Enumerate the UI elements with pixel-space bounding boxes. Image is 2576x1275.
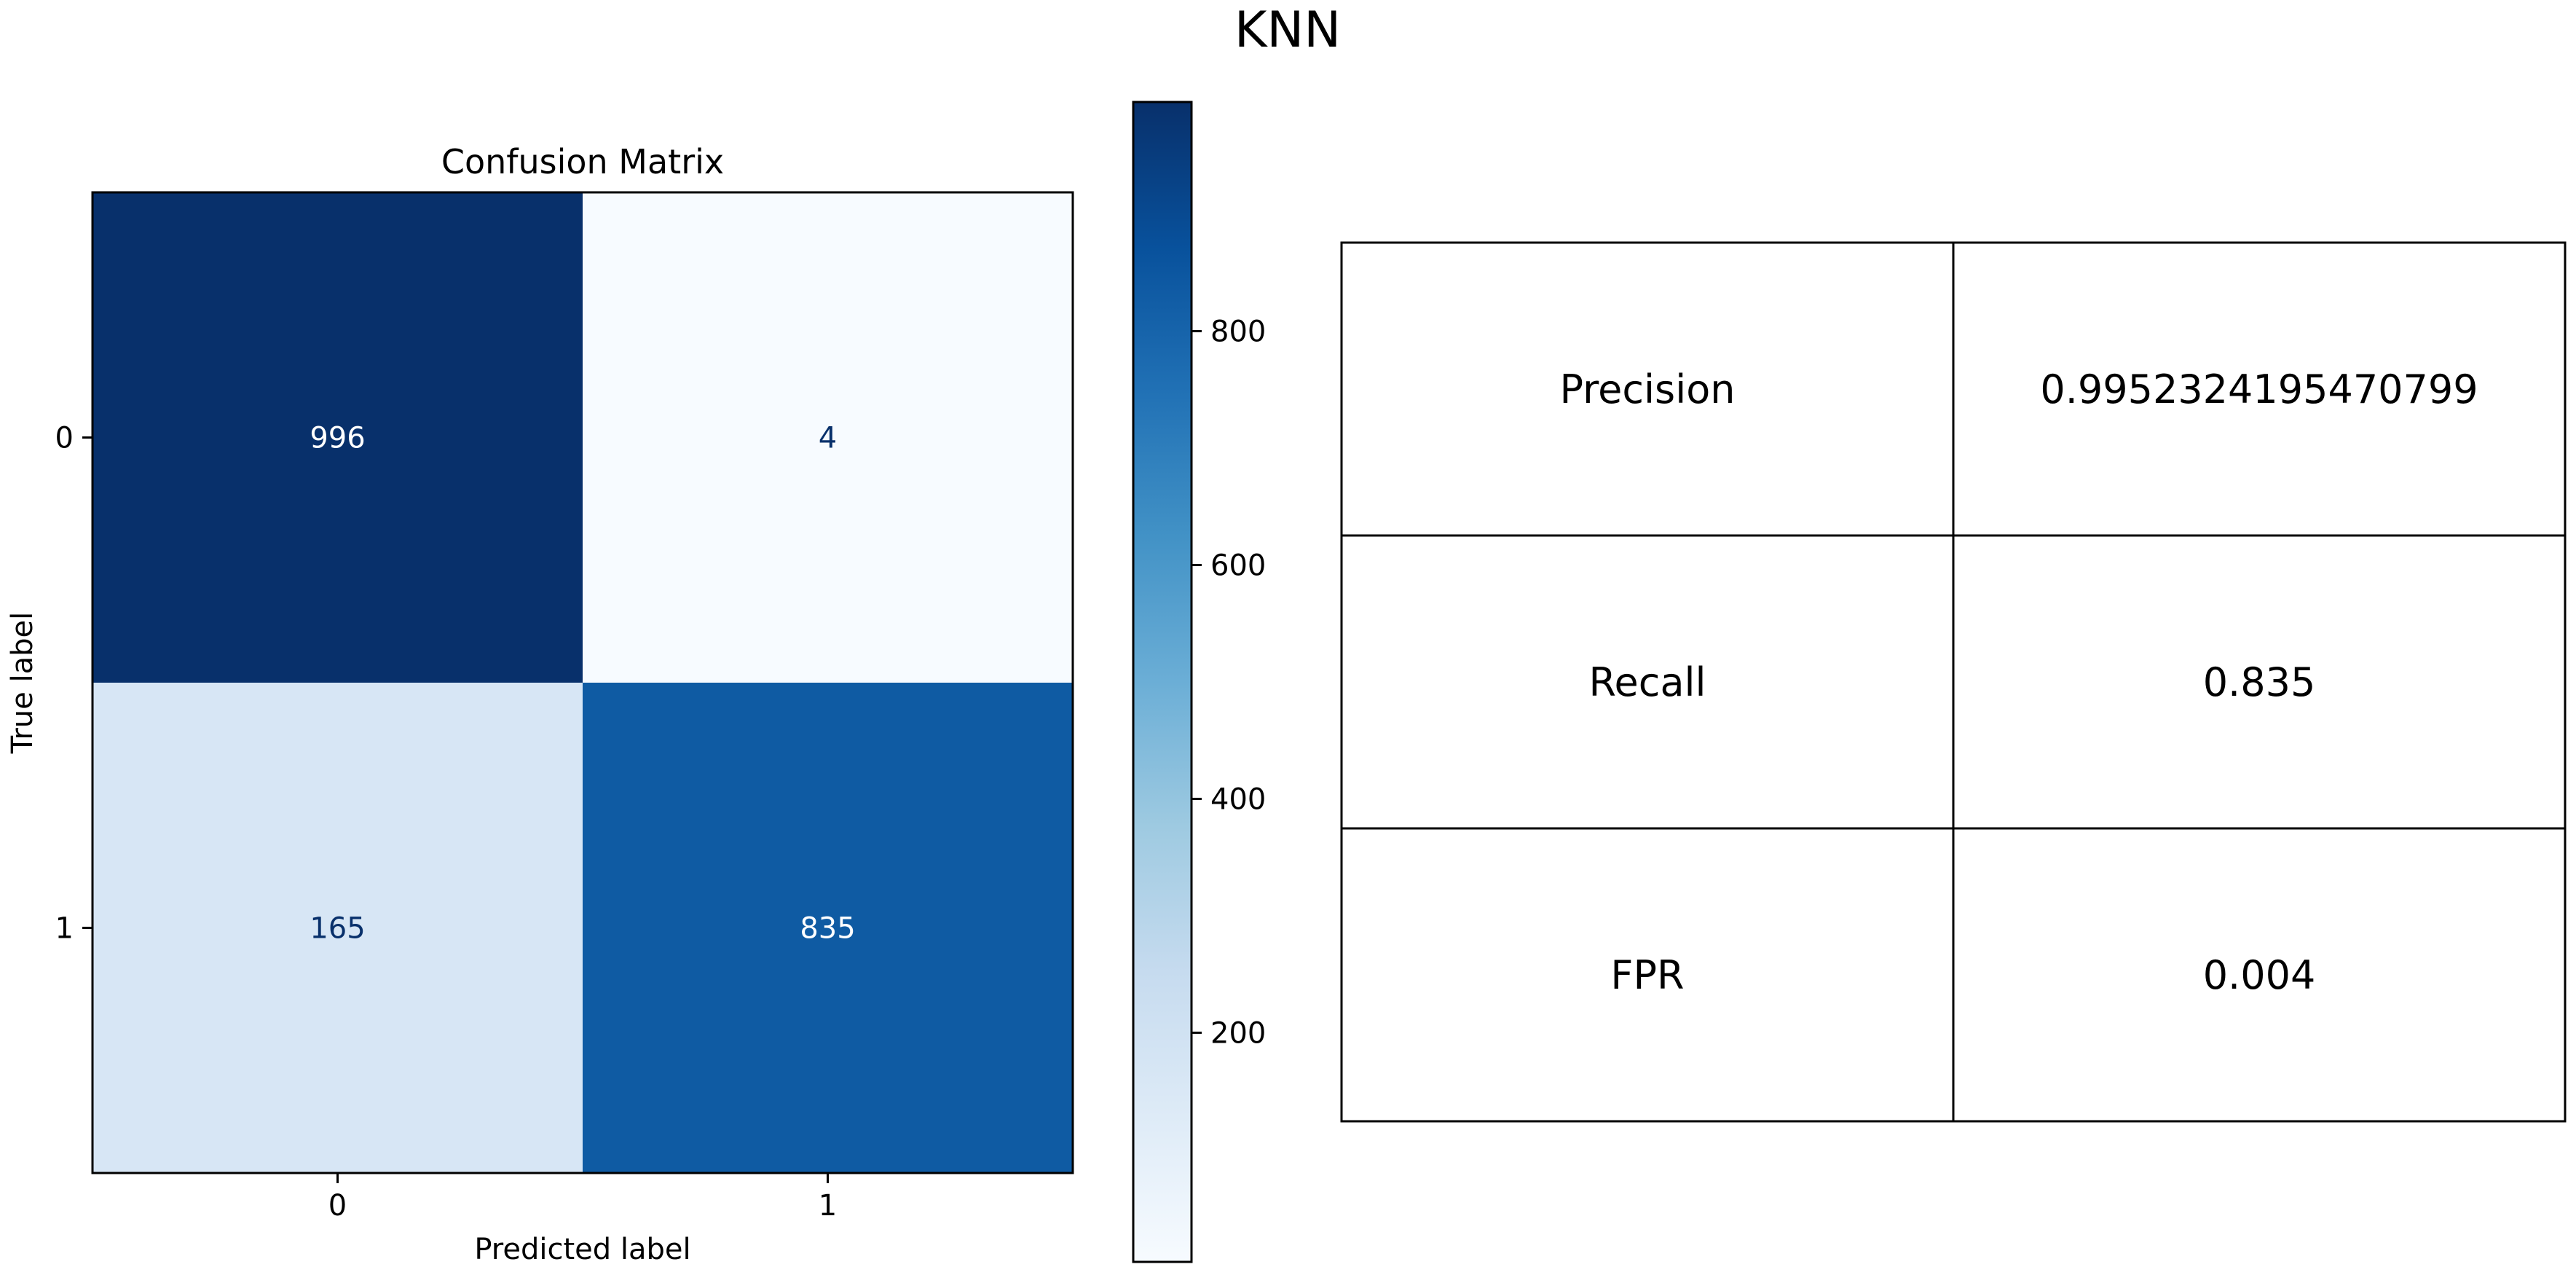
table-metric-name: Recall [1588, 659, 1706, 705]
heatmap-cells [92, 192, 1073, 1173]
table-metric-value: 0.9952324195470799 [2040, 366, 2478, 412]
colorbar-gradient [1133, 102, 1192, 1262]
table-cell [1952, 534, 2567, 830]
table-metric-name: FPR [1610, 952, 1684, 998]
figure-title: KNN [1234, 1, 1341, 59]
table-cell [1952, 241, 2567, 537]
y-axis-label: True label [6, 612, 39, 754]
heatmap-cell [92, 192, 583, 683]
y-tick-label: 0 [55, 422, 74, 455]
table-metric-value: 0.835 [2203, 659, 2316, 705]
colorbar-frame [1132, 101, 1193, 1263]
heatmap-cell-value: 4 [819, 422, 837, 455]
heatmap-cell [583, 683, 1073, 1173]
heatmap-cell [583, 192, 1073, 683]
heatmap-cell [92, 683, 583, 1173]
heatmap-frame [91, 191, 1074, 1174]
x-tick-label: 1 [819, 1189, 837, 1223]
table-cell [1340, 534, 1955, 830]
table-cell [1952, 827, 2567, 1123]
table-cell [1340, 827, 1955, 1123]
colorbar: 200 400 600 800 [1132, 101, 1266, 1263]
x-tick-label: 0 [328, 1189, 347, 1223]
y-axis-ticks: 01 [55, 422, 92, 946]
colorbar-tick-label: 400 [1210, 782, 1266, 816]
x-axis-label: Predicted label [474, 1233, 690, 1266]
table-metric-value: 0.004 [2203, 952, 2316, 998]
metrics-table: Precision 0.9952324195470799 Recall 0.835 FP… [1340, 241, 2567, 1123]
y-tick-label: 1 [55, 912, 74, 946]
heatmap-cell-labels: 996 4 165 835 [310, 422, 855, 946]
table-metric-name: Precision [1560, 366, 1736, 412]
colorbar-tick-label: 800 [1210, 315, 1266, 349]
colorbar-ticks: 200 400 600 800 [1192, 315, 1266, 1050]
heatmap-cell-value: 835 [800, 912, 855, 946]
heatmap-cell-value: 996 [310, 422, 365, 455]
heatmap-cell-value: 165 [310, 912, 365, 946]
colorbar-tick-label: 200 [1210, 1016, 1266, 1050]
confusion-matrix-title: Confusion Matrix [441, 142, 724, 181]
colorbar-tick-label: 600 [1210, 549, 1266, 583]
